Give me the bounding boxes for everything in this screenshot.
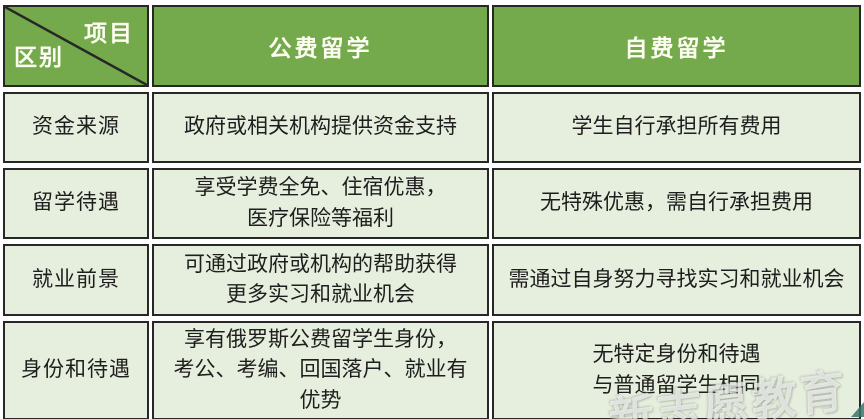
cell-self-status: 无特定身份和待遇 与普通留学生相同 (492, 321, 861, 419)
cell-public-funding: 政府或相关机构提供资金支持 (152, 92, 489, 163)
table-row-funding-source: 资金来源 政府或相关机构提供资金支持 学生自行承担所有费用 (3, 92, 861, 163)
cell-public-career: 可通过政府或机构的帮助获得 更多实习和就业机会 (152, 244, 489, 316)
header-row: 项目 区别 公费留学 自费留学 (3, 5, 861, 87)
cell-public-benefits: 享受学费全免、住宿优惠， 医疗保险等福利 (152, 168, 489, 239)
cell-self-career: 需通过自身努力寻找实习和就业机会 (492, 244, 861, 316)
row-label: 身份和待遇 (3, 321, 149, 419)
row-label: 就业前景 (3, 244, 149, 316)
corner-header-cell: 项目 区别 (3, 5, 149, 87)
row-label: 资金来源 (3, 92, 149, 163)
cell-self-funding: 学生自行承担所有费用 (492, 92, 861, 163)
table-row-career-prospects: 就业前景 可通过政府或机构的帮助获得 更多实习和就业机会 需通过自身努力寻找实习… (3, 244, 861, 316)
diagonal-divider-line (5, 7, 147, 85)
corner-label-difference: 区别 (14, 44, 64, 70)
table-row-status-treatment: 身份和待遇 享有俄罗斯公费留学生身份， 考公、考编、回国落户、就业有 优势 无特… (3, 321, 861, 419)
column-header-self-funded: 自费留学 (492, 5, 861, 87)
cell-self-benefits: 无特殊优惠，需自行承担费用 (492, 168, 861, 239)
table-row-study-benefits: 留学待遇 享受学费全免、住宿优惠， 医疗保险等福利 无特殊优惠，需自行承担费用 (3, 168, 861, 239)
row-label: 留学待遇 (3, 168, 149, 239)
column-header-public-funded: 公费留学 (152, 5, 489, 87)
corner-label-project: 项目 (84, 20, 134, 46)
cell-public-status: 享有俄罗斯公费留学生身份， 考公、考编、回国落户、就业有 优势 (152, 321, 489, 419)
